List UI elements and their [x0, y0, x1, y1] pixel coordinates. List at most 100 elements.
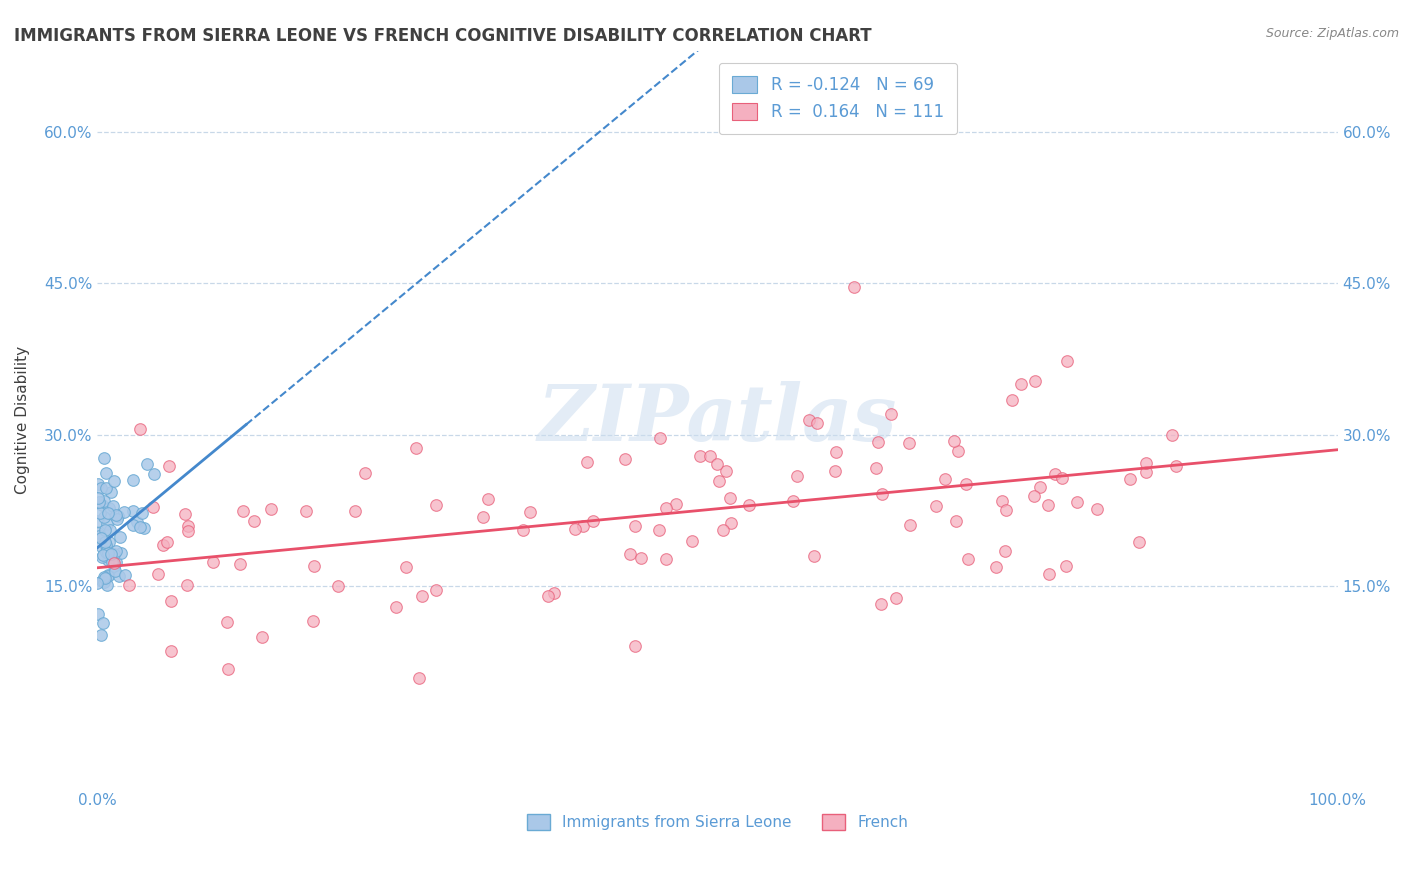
Point [614, 452, 637, 467]
Point [87, 525, 110, 540]
Point [91, 550, 114, 565]
Point [925, 499, 948, 513]
Point [105, 544, 128, 558]
Y-axis label: Cognitive Disability: Cognitive Disability [15, 345, 30, 493]
Point [122, 504, 145, 518]
Point [946, 444, 969, 458]
Point [87, 495, 110, 509]
Point [738, 498, 761, 512]
Point [624, 518, 647, 533]
Point [782, 494, 804, 508]
Point [1135, 456, 1157, 470]
Text: Source: ZipAtlas.com: Source: ZipAtlas.com [1265, 27, 1399, 40]
Point [100, 485, 122, 500]
Point [94, 524, 117, 538]
Point [956, 551, 979, 566]
Point [411, 589, 433, 603]
Point [87, 491, 110, 505]
Point [127, 515, 149, 529]
Point [711, 523, 734, 537]
Point [93, 494, 115, 508]
Point [842, 280, 865, 294]
Point [89, 528, 111, 542]
Point [720, 516, 742, 530]
Point [1128, 535, 1150, 549]
Point [160, 594, 183, 608]
Point [103, 558, 125, 573]
Point [943, 434, 966, 448]
Point [994, 544, 1017, 558]
Point [519, 505, 541, 519]
Point [886, 591, 908, 605]
Point [1038, 567, 1060, 582]
Point [176, 524, 198, 538]
Point [93, 450, 115, 465]
Point [98, 523, 121, 537]
Point [654, 501, 676, 516]
Point [121, 517, 143, 532]
Point [1118, 472, 1140, 486]
Point [512, 523, 534, 537]
Point [991, 493, 1014, 508]
Point [122, 473, 145, 487]
Point [215, 615, 238, 629]
Point [94, 544, 117, 558]
Point [86, 514, 108, 528]
Point [880, 407, 903, 421]
Point [94, 535, 117, 549]
Text: ZIPatlas: ZIPatlas [537, 382, 897, 458]
Point [96, 544, 118, 558]
Point [799, 412, 821, 426]
Point [714, 464, 737, 478]
Point [1164, 458, 1187, 473]
Point [157, 458, 180, 473]
Point [576, 455, 599, 469]
Point [945, 514, 967, 528]
Point [97, 553, 120, 567]
Point [97, 535, 120, 549]
Point [173, 507, 195, 521]
Point [243, 514, 266, 528]
Point [90, 531, 112, 545]
Point [118, 578, 141, 592]
Point [152, 538, 174, 552]
Point [385, 600, 408, 615]
Point [471, 509, 494, 524]
Point [101, 556, 124, 570]
Point [648, 523, 671, 537]
Point [630, 551, 652, 566]
Point [395, 560, 418, 574]
Point [86, 576, 108, 591]
Point [93, 510, 115, 524]
Point [107, 508, 129, 523]
Point [143, 467, 166, 481]
Point [112, 505, 135, 519]
Point [650, 431, 672, 445]
Point [408, 671, 430, 685]
Point [90, 628, 112, 642]
Point [665, 497, 688, 511]
Point [564, 522, 586, 536]
Point [97, 507, 120, 521]
Point [100, 547, 122, 561]
Point [94, 572, 117, 586]
Point [624, 640, 647, 654]
Point [344, 503, 367, 517]
Point [709, 474, 731, 488]
Point [132, 521, 155, 535]
Point [202, 555, 225, 569]
Point [619, 547, 641, 561]
Point [955, 477, 977, 491]
Point [177, 518, 200, 533]
Point [301, 614, 323, 628]
Point [228, 557, 250, 571]
Point [96, 578, 118, 592]
Point [90, 574, 112, 589]
Point [1029, 480, 1052, 494]
Point [114, 568, 136, 582]
Point [96, 466, 118, 480]
Point [900, 518, 922, 533]
Point [354, 467, 377, 481]
Point [91, 616, 114, 631]
Point [803, 549, 825, 564]
